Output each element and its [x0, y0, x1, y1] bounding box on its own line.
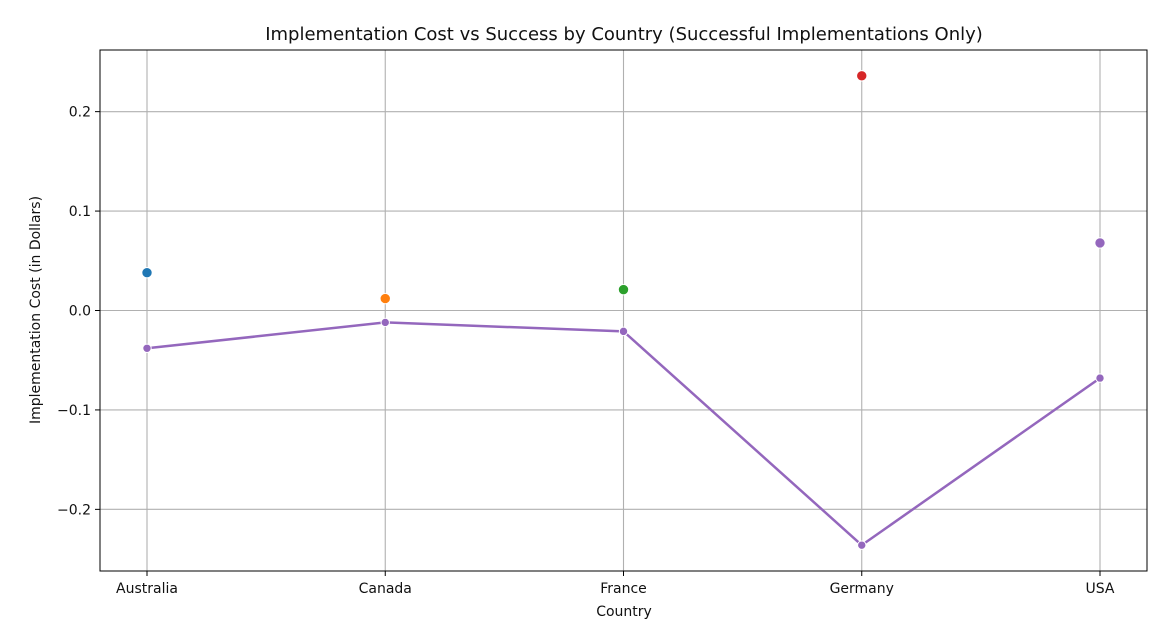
y-tick-label: 0.1 — [69, 204, 91, 220]
y-tick-label: −0.1 — [57, 403, 91, 419]
y-tick-label: −0.2 — [57, 502, 91, 518]
chart-title: Implementation Cost vs Success by Countr… — [265, 24, 983, 45]
x-tick-label: Canada — [359, 581, 412, 597]
x-tick-label: Australia — [116, 581, 178, 597]
y-tick-label: 0.0 — [69, 304, 91, 320]
scatter-point-marker — [379, 292, 391, 305]
line-point-marker — [857, 540, 867, 550]
scatter-point-marker — [1094, 237, 1106, 249]
scatter-point-marker — [856, 70, 868, 82]
plot-area: Australia Canada France Germany USA −0.2 −0.1 0… — [57, 49, 1148, 597]
x-tick-label: Germany — [830, 581, 894, 597]
line-point-marker — [142, 343, 152, 353]
line-point-marker — [618, 326, 629, 337]
y-tick-label: 0.2 — [69, 105, 91, 121]
x-tick-label: France — [600, 581, 647, 597]
x-axis-label: Country — [596, 604, 652, 620]
line-point-marker — [1095, 373, 1105, 383]
line-point-marker — [380, 317, 390, 328]
scatter-point-marker — [141, 267, 153, 279]
y-axis-label: Implementation Cost (in Dollars) — [28, 196, 44, 424]
x-tick-label: USA — [1086, 581, 1115, 597]
scatter-point-marker — [617, 283, 630, 296]
